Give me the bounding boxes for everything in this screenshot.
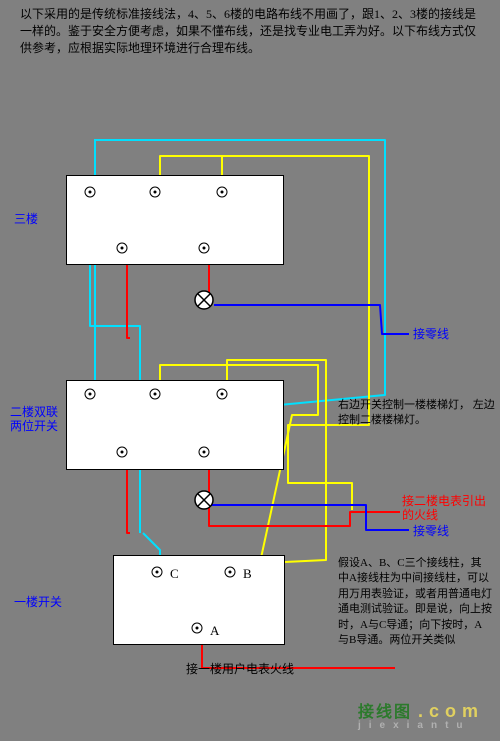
intro-text: 以下采用的是传统标准接线法，4、5、6楼的电路布线不用画了，跟1、2、3楼的接线… xyxy=(20,6,480,56)
terminal-label-b: B xyxy=(243,566,252,582)
label-neutral-1: 接零线 xyxy=(413,327,449,341)
watermark-py: jiexiantu xyxy=(358,720,484,731)
label-floor2: 二楼双联 两位开关 xyxy=(10,405,58,434)
watermark-zh: 接线图 xyxy=(358,704,412,721)
label-neutral-2: 接零线 xyxy=(413,524,449,538)
panel-floor1 xyxy=(113,555,285,645)
panel-floor2 xyxy=(66,380,284,470)
watermark: 接线图 .com jiexiantu xyxy=(358,698,484,731)
note-floor1: 假设A、B、C三个接线柱，其中A接线柱为中间接线柱，可以用万用表验证，或者用普通… xyxy=(338,556,492,648)
watermark-dom: .com xyxy=(418,701,484,721)
terminal-label-a: A xyxy=(210,623,219,639)
terminal-label-c: C xyxy=(170,566,179,582)
note-floor2: 右边开关控制一楼楼梯灯， 左边控制二楼楼梯灯。 xyxy=(338,398,498,429)
panel-floor3 xyxy=(66,175,284,265)
label-floor1: 一楼开关 xyxy=(14,595,62,609)
label-floor3: 三楼 xyxy=(14,212,38,226)
label-live-floor1: 接一楼用户电表火线 xyxy=(186,662,294,676)
label-live-floor2: 接二楼电表引出 的火线 xyxy=(402,494,486,523)
